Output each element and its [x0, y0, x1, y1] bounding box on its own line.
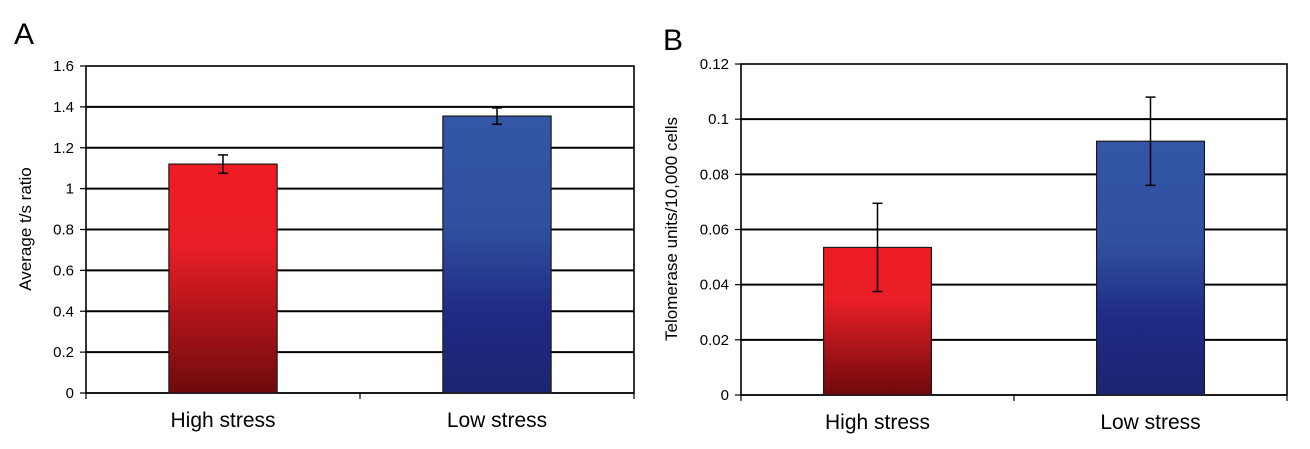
panel-a-y-axis-label: Average t/s ratio [16, 167, 35, 290]
panel-b-category-label: High stress [825, 411, 930, 434]
panel-b-bar-low-stress-error-bar [1145, 96, 1156, 187]
panel-b-y-tick-label: 0.08 [700, 166, 729, 183]
panel-a-y-tick-label: 1 [66, 181, 74, 198]
panel-b-bar-high-stress-error-bar [872, 202, 883, 293]
panel-b-y-tick-label: 0.1 [708, 111, 729, 128]
panel-b-y-tick-label: 0.12 [700, 56, 729, 73]
panel-a-category-label: High stress [170, 409, 275, 432]
panel-a-bar-high-stress [168, 163, 278, 394]
panel-b: B 0 0.02 0.04 0.06 0.08 0.1 0.12 High stress Low… [662, 24, 1288, 434]
panel-b-y-tick-label: 0.06 [700, 222, 729, 239]
panel-a-bar-low-stress-error-bar [492, 107, 502, 125]
panel-a-bar-low-stress [442, 115, 552, 394]
panel-a-plot: 0 0.2 0.4 0.6 0.8 1 1.2 1.4 1.6 High stress Low st… [53, 58, 635, 432]
panel-a-y-tick-label: 1.4 [53, 99, 74, 116]
panel-a-y-tick-label: 0.8 [53, 222, 74, 239]
panel-a-y-tick-label: 0.6 [53, 262, 74, 279]
panel-a-bar-high-stress-error-bar [218, 154, 228, 175]
panel-b-y-tick-label: 0 [721, 387, 729, 404]
panel-b-plot: 0 0.02 0.04 0.06 0.08 0.1 0.12 High stress Low s… [700, 56, 1288, 434]
panel-b-category-label: Low stress [1100, 411, 1200, 434]
panel-a-letter: A [14, 18, 34, 51]
panel-a: A 0 0.2 0.4 0.6 0.8 1 1.2 1.4 1.6 High stress Low … [14, 18, 635, 432]
panel-b-letter: B [663, 24, 683, 57]
panel-a-y-tick-label: 0 [66, 385, 74, 402]
panel-b-y-tick-label: 0.04 [700, 277, 729, 294]
panel-a-y-tick-label: 1.2 [53, 140, 74, 157]
panel-a-category-label: Low stress [447, 409, 547, 432]
panel-a-y-tick-label: 0.4 [53, 303, 74, 320]
panel-a-y-tick-label: 0.2 [53, 344, 74, 361]
panel-b-y-axis-label: Telomerase units/10,000 cells [662, 117, 681, 341]
panel-a-y-tick-label: 1.6 [53, 58, 74, 75]
panel-b-y-tick-label: 0.02 [700, 332, 729, 349]
